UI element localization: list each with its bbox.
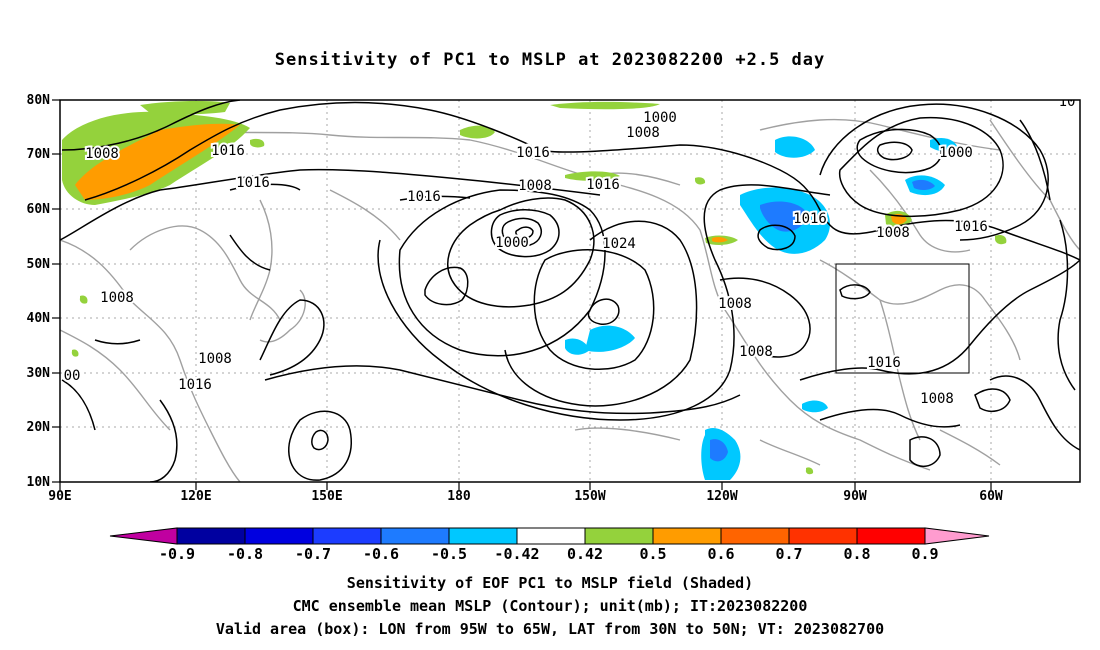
lon-label: 90W <box>843 489 867 504</box>
contour-label: 1000 <box>495 235 529 251</box>
colorbar <box>109 527 990 545</box>
colorbar-swatch <box>516 527 586 545</box>
lat-label: 70N <box>27 147 51 162</box>
contour-label: 1016 <box>586 177 620 193</box>
lat-label: 20N <box>27 420 51 435</box>
contour-label: 1008 <box>718 296 752 312</box>
colorbar-label: -0.42 <box>494 545 539 563</box>
contour-label: 1008 <box>198 351 232 367</box>
caption-line-1: Sensitivity of EOF PC1 to MSLP field (Sh… <box>346 574 754 592</box>
contour-label: 1000 <box>643 110 677 126</box>
colorbar-swatch <box>244 527 314 545</box>
contour-labels: 1008 101610161016101610081000101610241000… <box>62 94 1078 409</box>
contour-label: 1008 <box>626 125 660 141</box>
contour-label: 1008 <box>739 344 773 360</box>
colorbar-swatch <box>312 527 382 545</box>
colorbar-label: -0.7 <box>295 545 331 563</box>
contour-label: 1016 <box>211 143 245 159</box>
contour-label: 1016 <box>236 175 270 191</box>
contour-label: 1008 <box>85 146 119 162</box>
contour-label: 1008 <box>518 178 552 194</box>
contour-label: 1016 <box>793 211 827 227</box>
contour-label: 1008 <box>920 391 954 407</box>
caption-line-3: Valid area (box): LON from 95W to 65W, L… <box>215 620 885 638</box>
tick-marks <box>52 99 992 490</box>
lon-label: 180 <box>447 489 471 504</box>
colorbar-swatch <box>380 527 450 545</box>
colorbar-swatch <box>652 527 722 545</box>
lat-label: 50N <box>27 257 51 272</box>
lon-label: 60W <box>979 489 1003 504</box>
lon-label: 120W <box>706 489 737 504</box>
colorbar-labels: -0.9 -0.8 -0.7 -0.6 -0.5 -0.42 0.42 0.5 0.6 0.7 0.… <box>159 545 939 563</box>
valid-area-box <box>835 263 970 374</box>
colorbar-label: 0.6 <box>707 545 734 563</box>
lat-label: 30N <box>27 366 51 381</box>
lat-label: 10N <box>27 475 51 490</box>
caption-line-2: CMC ensemble mean MSLP (Contour); unit(m… <box>292 597 808 615</box>
colorbar-label: 0.9 <box>911 545 938 563</box>
map-frame <box>59 99 1081 483</box>
colorbar-label: 0.8 <box>843 545 870 563</box>
colorbar-swatch <box>448 527 518 545</box>
lon-label: 150E <box>311 489 342 504</box>
mslp-contours <box>60 100 1080 482</box>
colorbar-under-triangle <box>109 527 178 545</box>
colorbar-label: 0.7 <box>775 545 802 563</box>
contour-label: 1000 <box>939 145 973 161</box>
contour-label: 1016 <box>515 144 549 160</box>
colorbar-label: 0.5 <box>639 545 666 563</box>
colorbar-over-triangle <box>924 527 990 545</box>
colorbar-swatch <box>584 527 654 545</box>
lon-label: 90E <box>48 489 71 504</box>
contour-label: 00 <box>64 368 81 384</box>
colorbar-label: -0.9 <box>159 545 195 563</box>
colorbar-label: -0.8 <box>227 545 263 563</box>
contour-label: 1008 <box>876 225 910 241</box>
contour-label: 1016 <box>954 219 988 235</box>
contour-label: 1008 <box>100 290 134 306</box>
lat-label: 80N <box>27 93 51 108</box>
longitude-labels: 90E 120E 150E 180 150W 120W 90W 60W <box>48 489 1003 504</box>
colorbar-label: -0.5 <box>431 545 467 563</box>
latitude-labels: 80N 70N 60N 50N 40N 30N 20N 10N <box>27 93 51 490</box>
contour-label: 10 <box>1059 94 1076 110</box>
map-title: Sensitivity of PC1 to MSLP at 2023082200… <box>274 50 826 70</box>
colorbar-swatch <box>788 527 858 545</box>
colorbar-label: 0.42 <box>567 545 603 563</box>
gridlines <box>60 100 1080 482</box>
colorbar-swatch <box>176 527 246 545</box>
colorbar-label: -0.6 <box>363 545 399 563</box>
lon-label: 150W <box>574 489 605 504</box>
contour-label: 1016 <box>407 189 441 205</box>
contour-label: 1016 <box>178 377 212 393</box>
lat-label: 60N <box>27 202 51 217</box>
contour-label: 1016 <box>516 145 550 161</box>
contour-label: 1016 <box>867 355 901 371</box>
lon-label: 120E <box>180 489 211 504</box>
lat-label: 40N <box>27 311 51 326</box>
contour-label: 1024 <box>602 236 636 252</box>
shaded-regions <box>62 100 1007 480</box>
colorbar-swatch <box>856 527 926 545</box>
colorbar-swatch <box>720 527 790 545</box>
